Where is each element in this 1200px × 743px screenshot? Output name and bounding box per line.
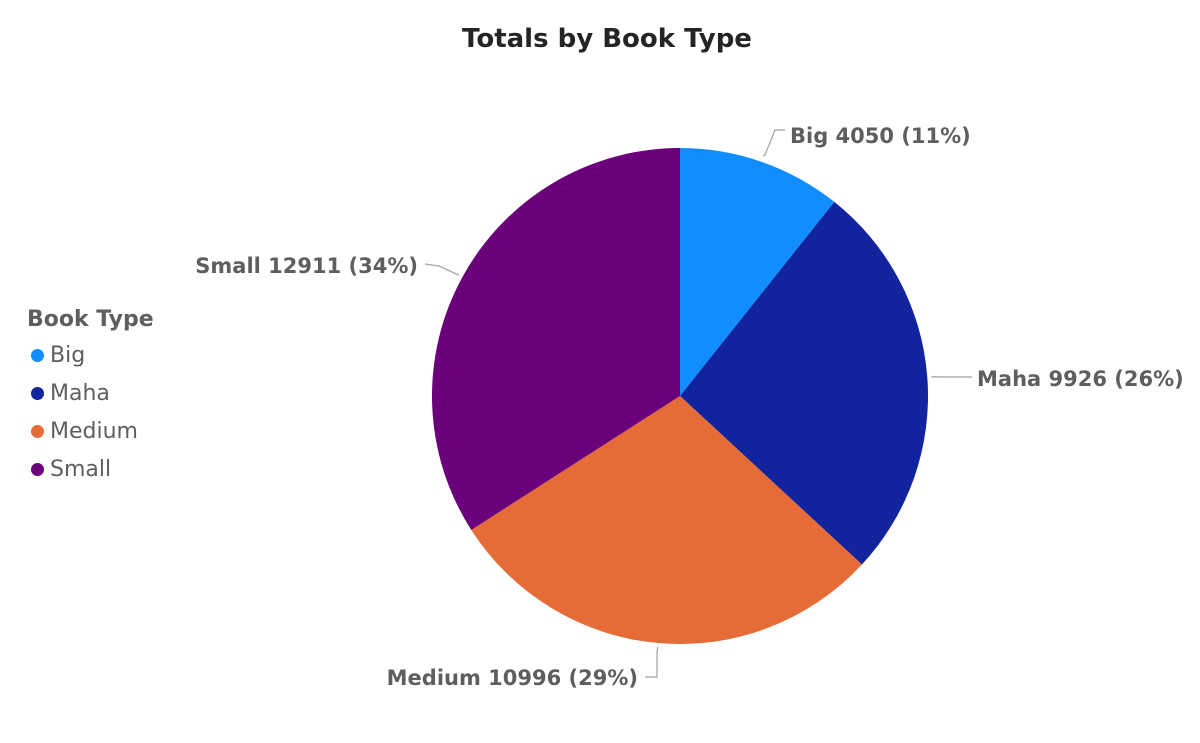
data-label-small: Small 12911 (34%) <box>195 254 418 278</box>
pie-slice-medium[interactable] <box>471 396 862 645</box>
legend-label-small: Small <box>50 456 112 482</box>
pie-slice-big[interactable] <box>680 148 835 396</box>
leader-line-small <box>424 263 460 276</box>
legend-item-small[interactable]: Small <box>27 450 154 488</box>
data-label-maha: Maha 9926 (26%) <box>977 367 1184 391</box>
legend-label-medium: Medium <box>50 418 138 444</box>
chart-title: Totals by Book Type <box>462 24 752 54</box>
legend-item-big[interactable]: Big <box>27 336 154 374</box>
leader-line-medium <box>645 646 659 678</box>
legend-swatch-big <box>31 348 44 362</box>
data-label-big: Big 4050 (11%) <box>790 124 971 148</box>
legend-label-maha: Maha <box>50 380 110 406</box>
leader-line-big <box>762 129 785 157</box>
pie-slice-maha[interactable] <box>680 201 929 565</box>
legend-swatch-medium <box>31 424 44 438</box>
legend-label-big: Big <box>50 342 86 368</box>
legend-title: Book Type <box>27 307 154 332</box>
pie-slice-small[interactable] <box>431 148 680 530</box>
legend-item-maha[interactable]: Maha <box>27 374 154 412</box>
legend-swatch-small <box>31 462 44 476</box>
legend-item-medium[interactable]: Medium <box>27 412 154 450</box>
legend: Book Type Big Maha Medium Small <box>27 307 154 488</box>
legend-swatch-maha <box>31 386 44 400</box>
data-label-medium: Medium 10996 (29%) <box>387 666 638 690</box>
